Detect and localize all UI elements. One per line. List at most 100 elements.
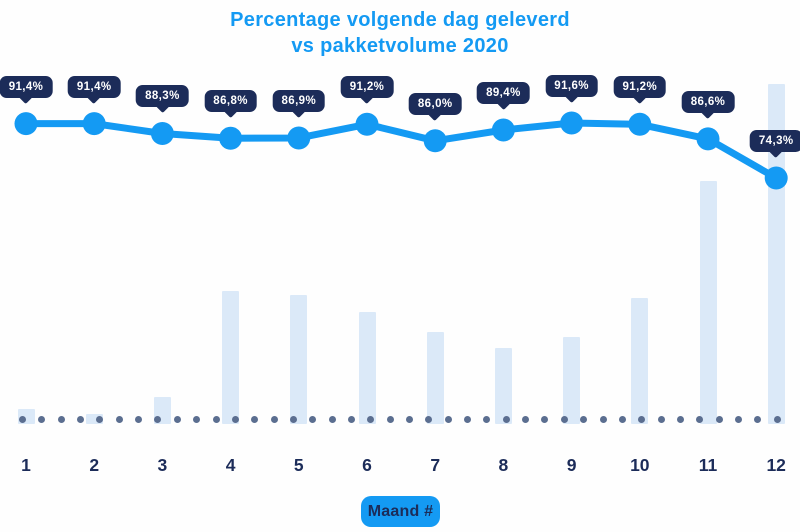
x-axis-title-badge: Maand #	[361, 496, 440, 527]
x-axis-tick-label: 5	[293, 455, 304, 475]
volume-bar	[699, 180, 717, 424]
line-point	[560, 111, 584, 135]
baseline-dot	[57, 415, 65, 423]
chart-title-line1: Percentage volgende dag geleverd	[230, 9, 570, 31]
line-point	[423, 129, 447, 153]
line-point	[14, 112, 38, 136]
tooltip-tail	[359, 90, 375, 105]
value-tooltip: 86,8%	[204, 90, 257, 119]
baseline-dot	[367, 415, 375, 423]
tooltip-tail	[496, 95, 511, 111]
line-point	[287, 126, 311, 150]
baseline-dot	[328, 415, 336, 423]
value-tooltip: 86,0%	[408, 92, 462, 121]
baseline-dot	[676, 415, 684, 423]
baseline-dot	[406, 415, 413, 423]
baseline-dot	[580, 415, 588, 423]
value-tooltip: 91,2%	[340, 76, 394, 105]
x-axis-tick-label: 4	[225, 455, 236, 475]
line-point	[355, 112, 379, 136]
baseline-dot	[599, 415, 607, 423]
baseline-dot	[154, 415, 162, 423]
tooltip-tail	[87, 89, 102, 104]
baseline-dot	[560, 415, 568, 423]
tooltip-tail	[700, 104, 716, 119]
baseline-dot	[754, 415, 762, 423]
baseline-dot	[19, 415, 26, 423]
x-axis-tick-label: 1	[21, 455, 31, 475]
tooltip-tail	[428, 106, 443, 121]
line-point	[628, 112, 652, 136]
x-axis-tick-label: 9	[566, 455, 577, 475]
baseline-dot	[425, 415, 433, 423]
baseline-dot	[77, 415, 85, 423]
baseline-dot	[38, 415, 46, 423]
x-axis-tick-label: 7	[430, 455, 441, 475]
percentage-line	[22, 119, 780, 182]
baseline-dot	[135, 415, 143, 423]
value-tooltip: 91,4%	[67, 75, 121, 104]
baseline-dot	[522, 415, 530, 423]
baseline-dot	[773, 415, 781, 423]
line-point	[491, 118, 515, 142]
line-point	[696, 127, 720, 151]
baseline-dot	[483, 415, 491, 423]
volume-bar	[222, 291, 240, 424]
value-tooltip: 91,4%	[0, 75, 53, 104]
tooltip-tail	[564, 88, 579, 104]
x-axis-tick-label: 2	[89, 455, 100, 475]
value-tooltip: 91,6%	[545, 75, 598, 104]
baseline-dot	[696, 415, 704, 423]
line-point	[82, 112, 106, 136]
baseline-dot	[657, 415, 665, 423]
x-axis-tick-label: 11	[698, 455, 718, 475]
volume-bar	[358, 311, 376, 424]
volume-bar	[494, 347, 512, 424]
baseline-dot	[734, 415, 742, 423]
volume-bar	[563, 337, 581, 424]
baseline-dot	[386, 415, 394, 423]
tooltip-tail	[18, 89, 34, 104]
x-axis-tick-label: 8	[498, 455, 509, 475]
tooltip-tail	[632, 90, 647, 105]
baseline-dot	[347, 415, 355, 423]
value-tooltip: 89,4%	[477, 81, 530, 111]
baseline-dot	[464, 415, 472, 423]
baseline-dot	[96, 415, 104, 423]
baseline-dot	[173, 415, 181, 423]
x-axis-tick-label: 12	[766, 455, 786, 475]
baseline-dot	[444, 415, 452, 423]
baseline-dot	[502, 415, 510, 423]
value-tooltip: 86,9%	[272, 89, 326, 119]
baseline-dot	[541, 415, 549, 423]
volume-bar	[426, 332, 444, 424]
baseline-dot	[115, 415, 123, 423]
tooltip-tail	[291, 103, 306, 119]
tooltip-tail	[155, 99, 170, 114]
baseline-dot	[231, 415, 239, 423]
line-point	[150, 121, 174, 145]
volume-bar	[290, 294, 308, 424]
baseline-dot	[289, 415, 297, 423]
chart-title: Percentage volgende dag geleverd vs pakk…	[0, 7, 800, 59]
value-tooltip: 86,6%	[681, 90, 735, 119]
baseline-dot	[618, 415, 626, 423]
x-axis-tick-label: 10	[630, 455, 650, 475]
baseline-dot	[270, 415, 278, 423]
baseline-dot	[309, 415, 317, 423]
baseline-dot	[251, 415, 259, 423]
baseline-dot	[638, 415, 646, 423]
tooltip-tail	[223, 104, 238, 119]
volume-bar	[631, 298, 649, 424]
value-tooltip: 88,3%	[136, 85, 189, 114]
baseline-dot	[715, 415, 723, 423]
baseline-dot	[193, 415, 201, 423]
value-tooltip: 74,3%	[749, 130, 800, 159]
volume-bar	[85, 413, 103, 424]
line-point	[219, 126, 243, 150]
value-tooltip: 91,2%	[613, 76, 667, 105]
baseline-dot	[212, 415, 220, 423]
chart-title-line2: vs pakketvolume 2020	[291, 35, 509, 57]
